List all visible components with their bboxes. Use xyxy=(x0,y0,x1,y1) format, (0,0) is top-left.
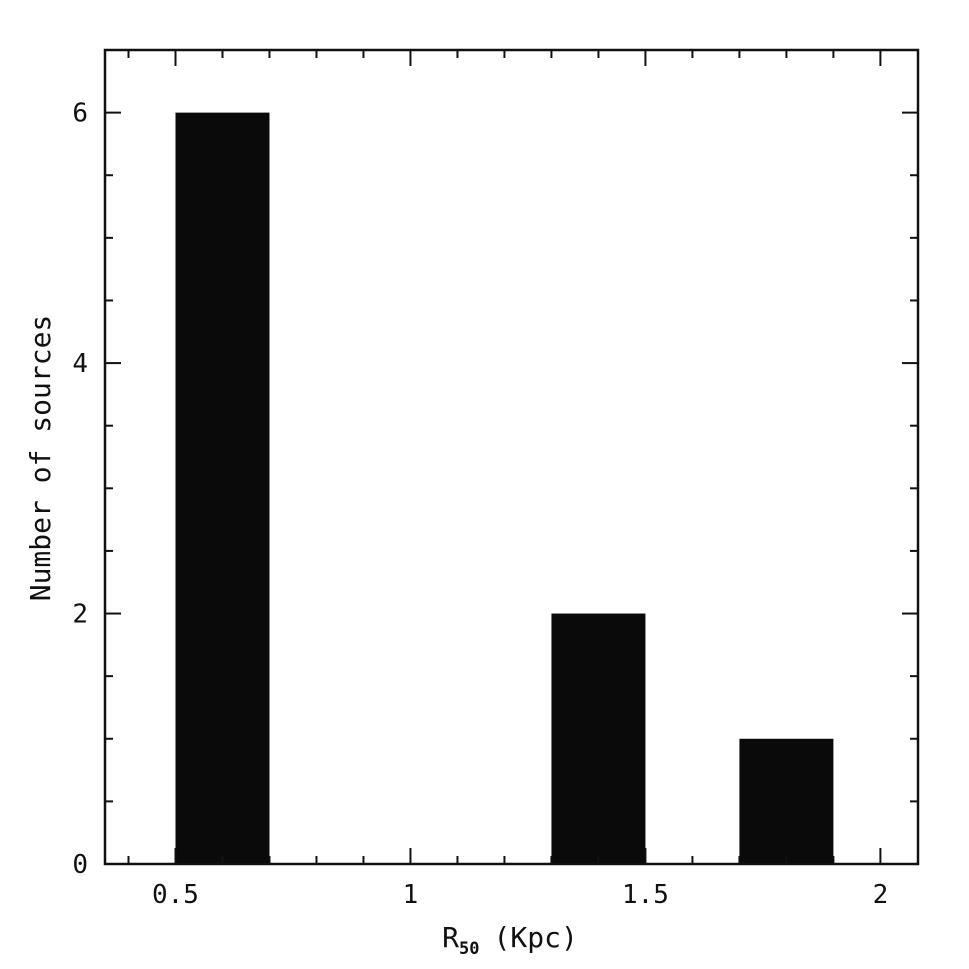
x-axis-label-subscript: 50 xyxy=(459,939,479,959)
y-tick-label: 6 xyxy=(72,99,88,129)
bars-layer xyxy=(175,112,834,865)
histogram-bar-2 xyxy=(551,613,646,864)
x-tick-label: 0.5 xyxy=(152,880,199,910)
y-axis-label: Number of sources xyxy=(24,315,57,602)
x-tick-label: 2 xyxy=(873,880,889,910)
plot-frame xyxy=(103,48,920,866)
x-axis-label-unit: (Kpc) xyxy=(494,921,578,954)
ticks-layer xyxy=(105,49,918,865)
y-tick-label: 4 xyxy=(72,349,88,379)
x-tick-label: 1.5 xyxy=(622,880,669,910)
histogram-bar-1 xyxy=(175,112,270,865)
y-tick-label: 0 xyxy=(72,850,88,880)
x-tick-label: 1 xyxy=(403,880,419,910)
x-axis-label-main: R xyxy=(442,921,459,954)
tick-labels-layer: 0.5 1 1.5 2 0 2 4 6 xyxy=(72,99,888,910)
x-axis-label: R50 (Kpc) xyxy=(442,921,578,959)
y-tick-label: 2 xyxy=(72,600,88,630)
histogram-bar-3 xyxy=(739,738,834,864)
